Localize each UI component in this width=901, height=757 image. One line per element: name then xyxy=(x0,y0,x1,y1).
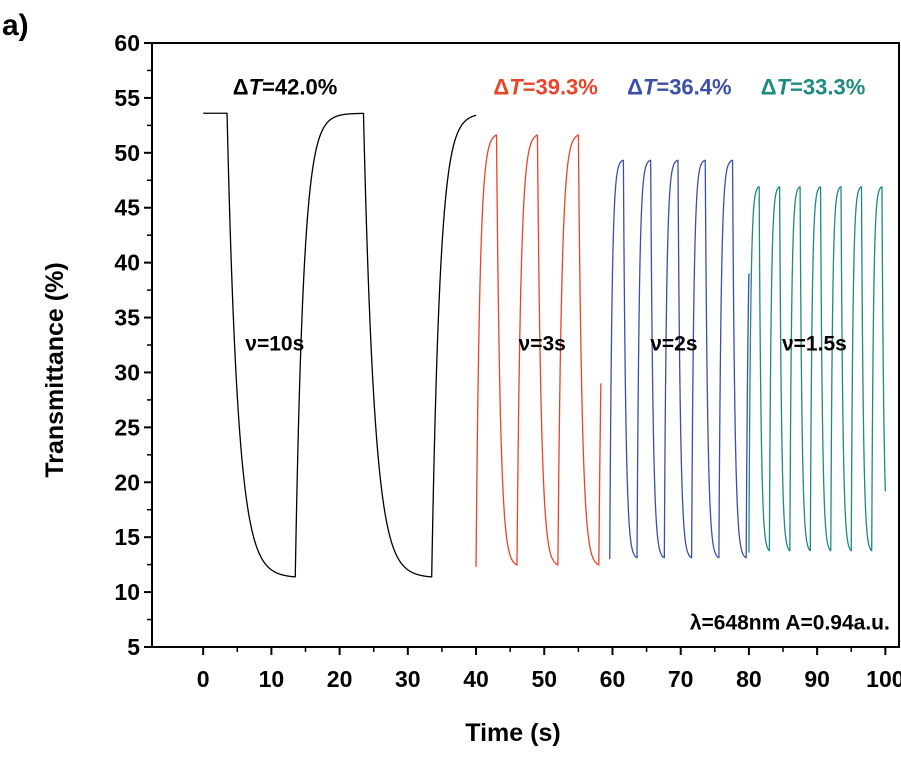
annotation-delta: Δ xyxy=(493,75,509,100)
y-tick-label-40: 40 xyxy=(114,250,140,276)
annotation-delta: Δ xyxy=(627,75,643,100)
y-axis-title: Transmittance (%) xyxy=(41,262,69,477)
y-tick-label-10: 10 xyxy=(114,579,140,605)
annotation-delta: Δ xyxy=(761,75,777,100)
y-tick-label-20: 20 xyxy=(114,469,140,495)
annotation-T: T xyxy=(249,75,264,100)
x-tick-label-70: 70 xyxy=(668,666,694,692)
x-tick-label-100: 100 xyxy=(866,666,901,692)
series-line-3 xyxy=(748,186,887,553)
annotation-delta: Δ xyxy=(233,75,249,100)
y-tick-label-5: 5 xyxy=(127,634,140,660)
annotation-8: λ=648nm A=0.94a.u. xyxy=(690,611,890,634)
annotation-3: ΔT=33.3% xyxy=(761,75,866,100)
x-tick-label-30: 30 xyxy=(395,666,421,692)
x-tick-label-10: 10 xyxy=(259,666,285,692)
annotation-T: T xyxy=(643,75,658,100)
y-tick-label-35: 35 xyxy=(114,305,140,331)
annotation-5: ν=3s xyxy=(519,332,566,355)
annotation-2: ΔT=36.4% xyxy=(627,75,732,100)
annotation-7: ν=1.5s xyxy=(782,332,847,355)
series-line-1 xyxy=(475,134,602,567)
x-tick-label-40: 40 xyxy=(463,666,489,692)
x-axis-title: Time (s) xyxy=(465,719,560,747)
x-tick-label-50: 50 xyxy=(531,666,557,692)
annotation-0: ΔT=42.0% xyxy=(233,75,338,100)
y-tick-label-25: 25 xyxy=(114,414,140,440)
annotation-value: =36.4% xyxy=(656,75,731,100)
y-tick-label-60: 60 xyxy=(114,30,140,56)
y-tick-label-50: 50 xyxy=(114,140,140,166)
annotation-value: =39.3% xyxy=(523,75,598,100)
panel-label: a) xyxy=(2,9,29,42)
annotation-4: ν=10s xyxy=(245,332,304,355)
x-tick-label-60: 60 xyxy=(600,666,626,692)
y-tick-label-30: 30 xyxy=(114,359,140,385)
annotation-value: =42.0% xyxy=(262,75,337,100)
x-tick-label-80: 80 xyxy=(736,666,762,692)
series-layer xyxy=(202,112,887,578)
y-tick-label-55: 55 xyxy=(114,85,140,111)
series-line-0 xyxy=(202,112,477,578)
x-tick-label-20: 20 xyxy=(327,666,353,692)
annotation-T: T xyxy=(509,75,524,100)
y-tick-label-15: 15 xyxy=(114,524,140,550)
x-tick-label-90: 90 xyxy=(804,666,830,692)
x-tick-label-0: 0 xyxy=(197,666,210,692)
annotation-T: T xyxy=(777,75,792,100)
annotation-1: ΔT=39.3% xyxy=(493,75,598,100)
series-line-2 xyxy=(609,159,750,560)
axis-layer: 0 10 20 30 40 50 60 70 80 90 100 5 10 15 20 25 30 35 40 45 5… xyxy=(114,30,901,692)
annotation-6: ν=2s xyxy=(650,332,697,355)
y-tick-label-45: 45 xyxy=(114,195,140,221)
annotation-layer: ΔT=42.0% ΔT=39.3% ΔT=36.4% ΔT=33.3%ν=10s ν=3… xyxy=(233,75,890,635)
annotation-value: =33.3% xyxy=(790,75,865,100)
